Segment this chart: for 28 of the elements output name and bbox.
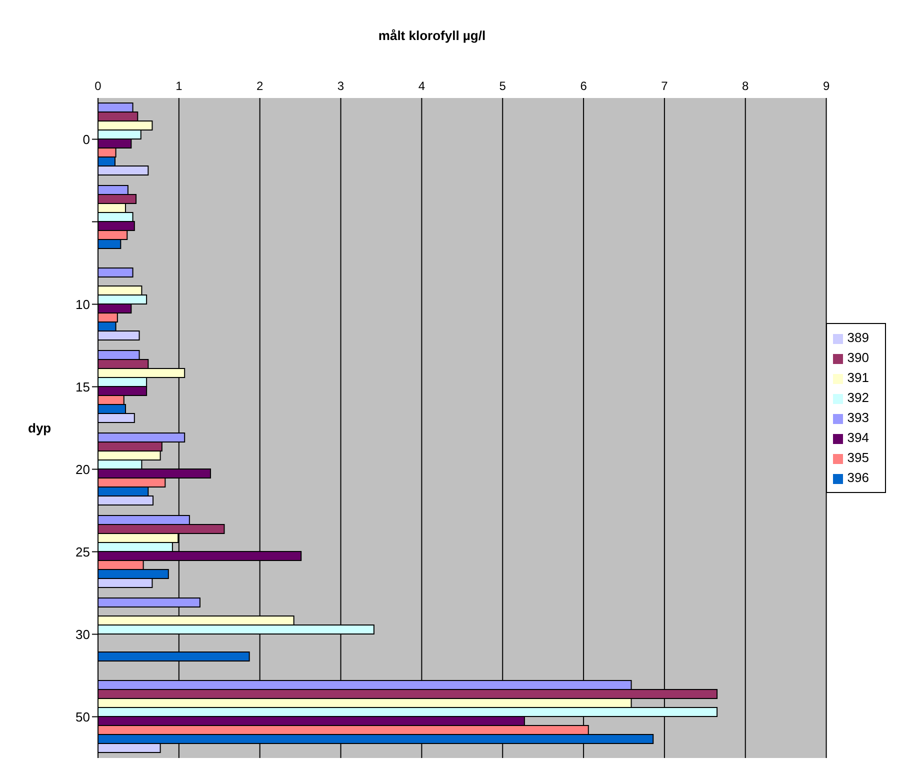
x-tick-label: 1 [176,79,183,93]
legend-label: 396 [847,470,869,485]
x-tick-label: 0 [94,79,102,93]
x-tick-label: 3 [337,79,344,93]
legend-label: 389 [847,330,869,345]
y-tick-label: 30 [76,626,90,642]
y-tick-label: 50 [76,709,90,724]
legend-label: 390 [847,350,869,365]
x-tick-label: 5 [499,79,506,93]
y-axis-title: dyp [28,420,52,436]
y-tick-label: 25 [76,544,90,560]
x-tick-label: 8 [742,79,750,93]
x-tick-label: 9 [822,79,830,93]
x-tick-label: 7 [661,79,668,93]
y-tick-label: 20 [76,462,90,477]
legend-label: 391 [847,370,869,385]
legend-label: 393 [847,410,869,425]
y-tick-label: 15 [76,379,90,394]
legend-label: 394 [847,430,869,445]
y-tick-label: 0 [82,132,90,147]
x-tick-label: 6 [580,79,588,93]
legend-label: 395 [847,450,869,465]
x-tick-label: 2 [256,79,264,93]
chart-title: målt klorofyll µg/l [377,27,487,45]
x-tick-label: 4 [418,79,426,93]
legend-label: 392 [847,390,869,405]
y-tick-label: 10 [76,296,90,312]
bar [98,267,134,278]
